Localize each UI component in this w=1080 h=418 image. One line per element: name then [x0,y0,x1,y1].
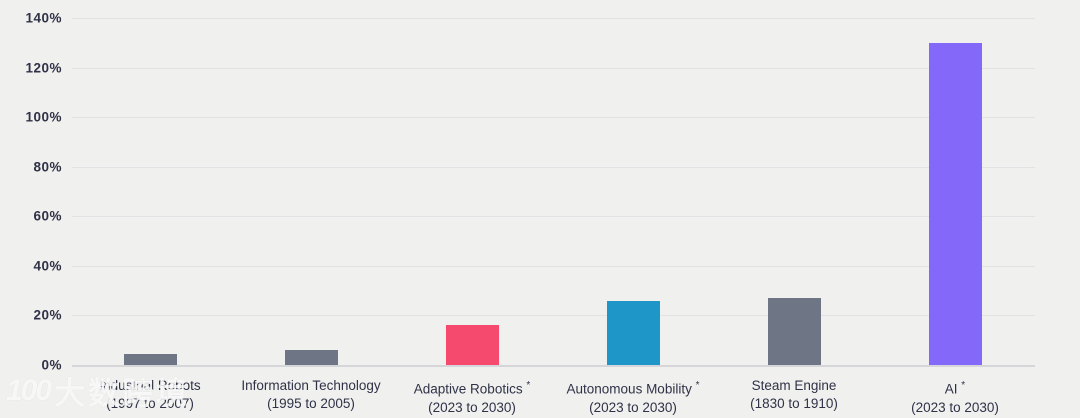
bar [928,42,982,365]
bar-label-period: (1995 to 2005) [267,396,355,411]
gridline [72,67,1035,69]
y-tick-label: 80% [33,159,62,175]
bar [445,325,499,365]
bar [284,350,338,365]
bar-label: AI * (2023 to 2030) [840,377,1070,417]
plot-area [72,18,1035,367]
bar-label: Steam Engine (1830 to 1910) [679,377,909,413]
bar-label-name: Adaptive Robotics * [413,380,531,397]
bar-label-name: Steam Engine [751,378,837,393]
gridline [72,166,1035,168]
bar [123,353,177,365]
bar-label-period: (1830 to 1910) [750,396,838,411]
y-tick-label: 20% [33,307,62,323]
footnote-asterisk: * [695,380,700,391]
gridline [72,265,1035,267]
bar-label: Information Technology (1995 to 2005) [196,377,426,413]
bar-label-name: Information Technology [241,378,381,393]
x-axis-baseline [72,365,1035,367]
bar-label: Adaptive Robotics * (2023 to 2030) [357,377,587,417]
bar-label: Autonomous Mobility * (2023 to 2030) [518,377,748,417]
bar-label-name: Autonomous Mobility * [566,380,700,397]
bar-label-name: Industrial Robots [99,378,201,393]
gridline [72,315,1035,317]
bar-label-period: (2023 to 2030) [589,399,677,415]
y-tick-label: 60% [33,208,62,224]
y-tick-label: 100% [25,109,62,125]
y-tick-label: 40% [33,258,62,274]
bar-label-name: AI * [944,380,966,397]
bar-label-period: (1997 to 2007) [106,396,194,411]
bar-label: Industrial Robots (1997 to 2007) [35,377,265,413]
footnote-asterisk: * [961,380,966,391]
y-tick-label: 0% [41,357,62,373]
y-tick-label: 140% [25,10,62,26]
bar-label-period: (2023 to 2030) [911,399,999,415]
y-tick-label: 120% [25,60,62,76]
gridline [72,216,1035,218]
bar [606,300,660,365]
gridline [72,18,1035,19]
gridline [72,117,1035,119]
bar [767,298,821,365]
bar-label-period: (2023 to 2030) [428,399,516,415]
footnote-asterisk: * [526,380,531,391]
